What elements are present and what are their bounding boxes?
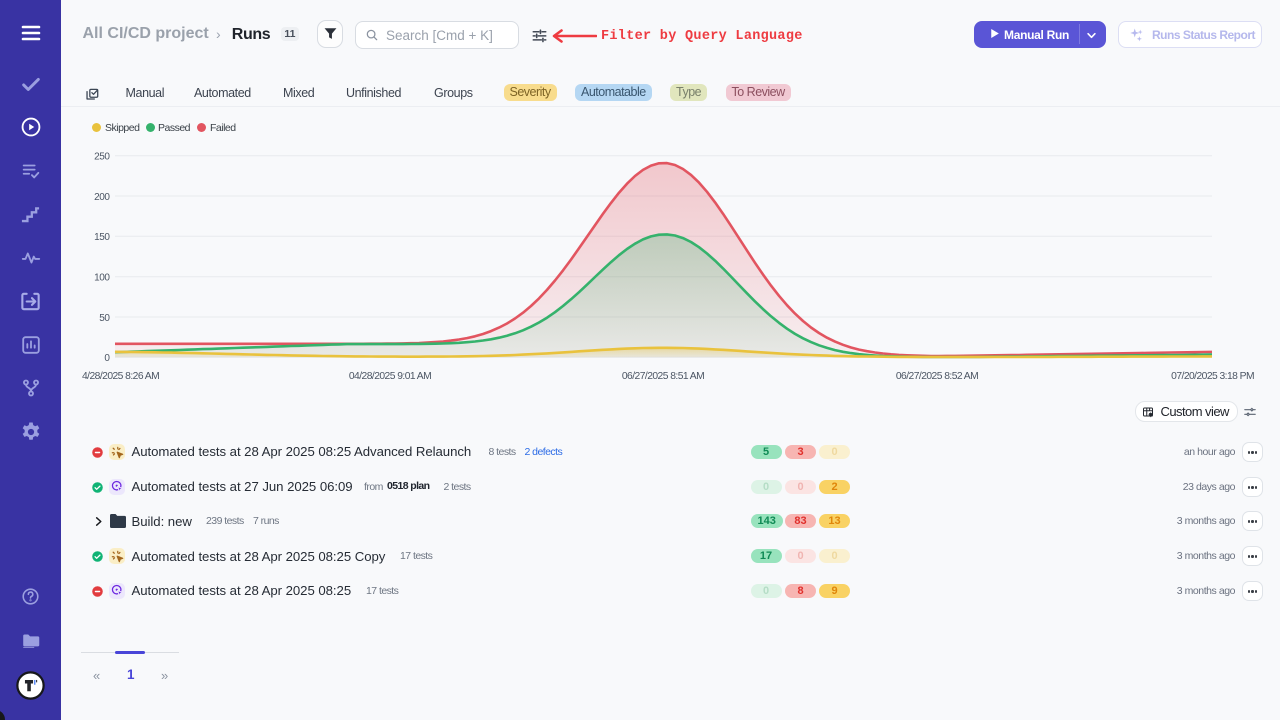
svg-text:200: 200 bbox=[94, 192, 110, 203]
svg-text:04/28/2025 9:01 AM: 04/28/2025 9:01 AM bbox=[349, 371, 431, 382]
svg-text:100: 100 bbox=[94, 273, 110, 284]
svg-text:06/27/2025 8:51 AM: 06/27/2025 8:51 AM bbox=[622, 371, 704, 382]
svg-text:150: 150 bbox=[94, 232, 110, 243]
svg-text:50: 50 bbox=[99, 313, 110, 324]
svg-text:4/28/2025 8:26 AM: 4/28/2025 8:26 AM bbox=[82, 371, 159, 382]
svg-text:07/20/2025 3:18 PM: 07/20/2025 3:18 PM bbox=[1171, 371, 1254, 382]
svg-text:250: 250 bbox=[94, 152, 110, 163]
svg-text:06/27/2025 8:52 AM: 06/27/2025 8:52 AM bbox=[896, 371, 978, 382]
svg-text:0: 0 bbox=[104, 353, 110, 364]
